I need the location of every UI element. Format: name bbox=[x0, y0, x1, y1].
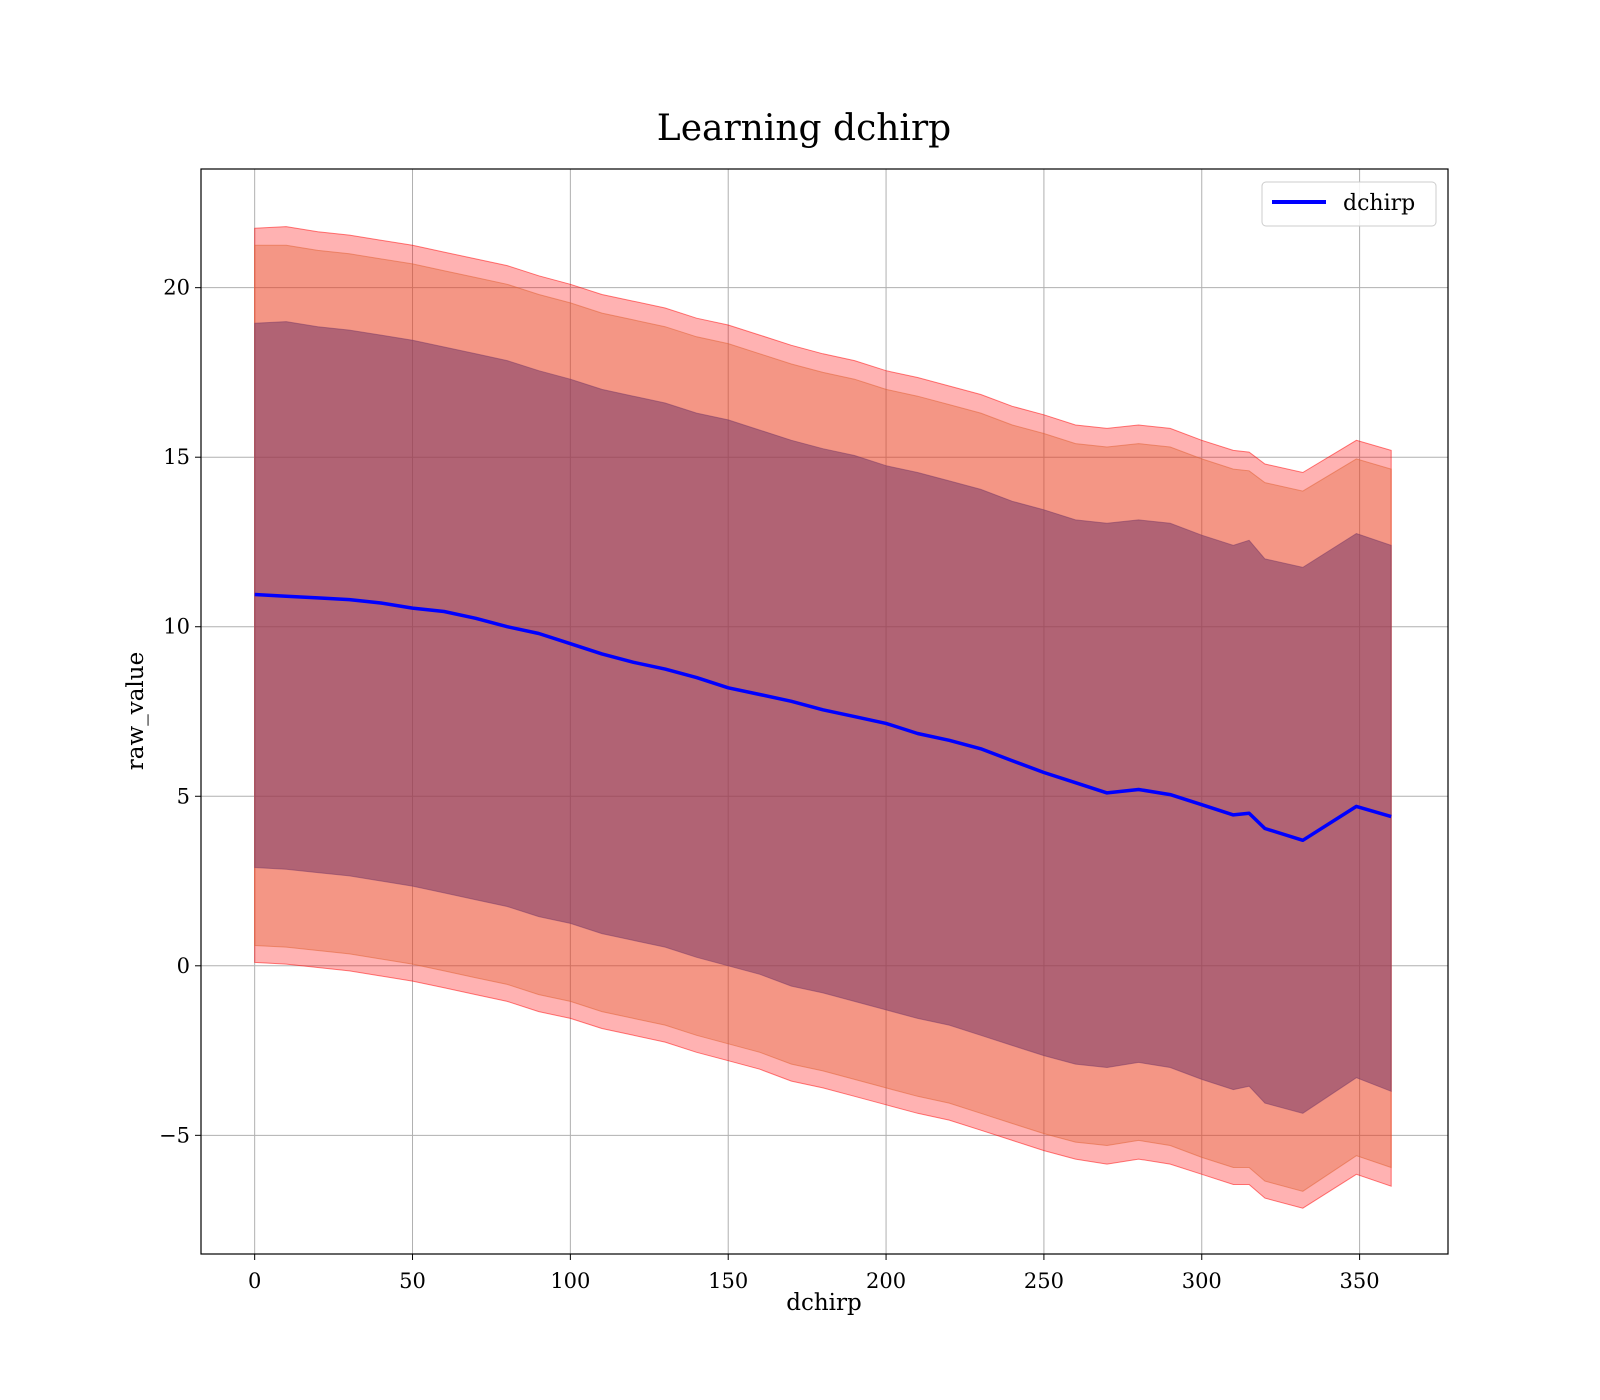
x-tick-label: 250 bbox=[1024, 1269, 1064, 1293]
y-tick-label: 10 bbox=[163, 615, 190, 639]
confidence-bands bbox=[254, 226, 1392, 1209]
series-lines bbox=[254, 592, 1392, 843]
legend-box bbox=[1261, 181, 1437, 227]
y-tick-label: 0 bbox=[177, 954, 190, 978]
x-tick-label: 0 bbox=[248, 1269, 261, 1293]
plot-frame bbox=[200, 168, 1449, 1255]
x-tick-label: 350 bbox=[1340, 1269, 1380, 1293]
x-tick-label: 100 bbox=[550, 1269, 590, 1293]
y-tick-label: 15 bbox=[163, 445, 190, 469]
x-tick-label: 150 bbox=[708, 1269, 748, 1293]
x-tick-label: 200 bbox=[866, 1269, 906, 1293]
axis-ticks: 0 50 100 150 200 250 300 350 −5 0 5 10 15 20 bbox=[159, 276, 1380, 1293]
legend: dchirp bbox=[1261, 181, 1437, 227]
chart-title: Learning dchirp bbox=[657, 108, 951, 149]
x-tick-label: 300 bbox=[1182, 1269, 1222, 1293]
y-tick-label: −5 bbox=[159, 1123, 190, 1147]
band-inner bbox=[254, 321, 1392, 1114]
y-tick-label: 20 bbox=[163, 276, 190, 300]
x-tick-label: 50 bbox=[399, 1269, 426, 1293]
x-axis-label: dchirp bbox=[786, 1290, 862, 1316]
y-axis-label: raw_value bbox=[123, 652, 149, 770]
series-line-dchirp bbox=[254, 592, 1392, 843]
legend-label-dchirp: dchirp bbox=[1343, 191, 1415, 216]
y-tick-label: 5 bbox=[177, 784, 190, 808]
